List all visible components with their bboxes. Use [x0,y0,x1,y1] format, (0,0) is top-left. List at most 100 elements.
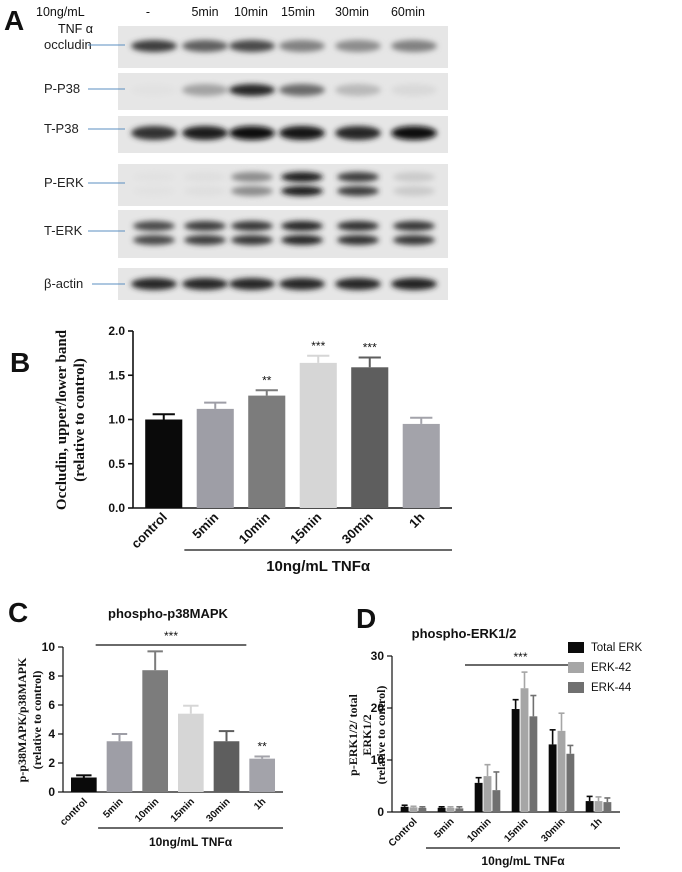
blot-label: P-P38 [44,81,80,96]
y-tick-label: 20 [371,701,385,715]
blot-band [391,40,437,52]
x-category-label: 15min [502,816,530,844]
bar-10min [142,670,169,792]
blot-band-lower [337,186,379,196]
blot-band [131,126,177,140]
blot-band [391,278,437,290]
bar-30min [351,367,389,508]
x-category-label: 30min [539,816,567,844]
blot-band-lower [231,186,273,196]
bar-ERK-44-5min [455,808,464,812]
chart-title: phospho-p38MAPK [108,606,228,621]
panel-a-letter: A [4,5,24,36]
y-axis-title-sub: (relative to control) [72,358,88,482]
y-tick-label: 0.5 [108,457,125,471]
x-category-label: 1h [406,509,427,530]
chart-title: phospho-ERK1/2 [412,626,517,641]
y-tick-label: 10 [371,753,385,767]
blot-band-lower [281,235,323,245]
y-tick-label: 4 [48,727,55,741]
blot-band [131,40,177,52]
bar-ERK-42-15min [520,688,529,812]
bar-ERK-44-30min [566,753,575,812]
blot-band [182,84,228,96]
bar-ERK-42-5min [446,807,455,812]
x-category-label: 1h [589,816,605,832]
lane-label: 15min [281,5,315,19]
bar-Total ERK-5min [437,807,446,812]
blot-band-lower [281,186,323,196]
blot-band-lower [133,235,175,245]
blot-band-lower [337,235,379,245]
blot-band [279,84,325,96]
panel-c-letter: C [8,597,28,628]
y-tick-label: 0 [377,805,384,819]
x-category-label: 30min [204,796,232,824]
bar-Total ERK-15min [511,709,520,812]
x-category-label: 10min [133,796,161,824]
treatment-sub-label: TNF α [58,22,93,36]
bar-15min [299,362,337,508]
x-category-label: 1h [252,796,268,812]
y-tick-label: 2 [48,756,55,770]
blot-band [279,278,325,290]
y-tick-label: 6 [48,698,55,712]
x-category-label: control [58,796,90,828]
bar-ERK-44-10min [492,790,501,812]
blot-band [131,278,177,290]
blot-band [335,278,381,290]
bar-ERK-42-10min [483,776,492,812]
legend-swatch [568,642,584,653]
bar-15min [177,713,204,792]
x-axis-title: 10ng/mL TNFα [149,835,233,849]
bar-control [70,777,97,792]
y-tick-label: 0.0 [108,501,125,515]
blot-band-upper [231,172,273,182]
panel-b-letter: B [10,347,30,378]
blot-band-lower [393,186,435,196]
legend-label: ERK-44 [591,682,632,694]
y-axis-title: p-ERK1/2/ total [346,694,360,776]
x-axis-title: 10ng/mL TNFα [481,854,565,868]
blot-5: β-actin [44,268,448,300]
x-category-label: 15min [169,796,197,824]
lane-label: 5min [191,5,218,19]
x-category-label: 5min [189,509,221,541]
y-tick-label: 0 [48,785,55,799]
lane-label: 10min [234,5,268,19]
bar-ERK-44-Control [418,807,427,812]
blot-background [118,164,448,206]
x-category-label: 30min [339,509,376,546]
x-category-label: 10min [465,816,493,844]
significance-label: *** [311,339,325,353]
x-category-label: control [128,510,170,552]
x-category-label: Control [387,816,420,849]
bar-30min [213,741,240,792]
blot-band [391,84,437,96]
blot-1: P-P38 [44,73,448,110]
x-axis-title: 10ng/mL TNFα [266,558,371,575]
blot-band [229,40,275,52]
blot-band [182,278,228,290]
blot-band [229,278,275,290]
blot-label: P-ERK [44,175,84,190]
legend-label: ERK-42 [591,662,631,674]
blot-band-upper [133,221,175,231]
blot-background [118,210,448,258]
blot-band [279,126,325,140]
blot-band [279,40,325,52]
chart-c: 0 2 4 6 8 10 control 5min 10min 15min 30min ** 1h 10n… [15,606,283,849]
blot-band-upper [281,172,323,182]
bar-ERK-42-30min [557,730,566,812]
bar-Total ERK-Control [400,806,409,812]
blot-label: T-ERK [44,223,83,238]
bar-ERK-44-15min [529,716,538,812]
blot-band [229,126,275,140]
bar-ERK-42-1h [594,801,603,812]
blot-band [229,84,275,96]
blot-band [391,126,437,140]
blot-3: P-ERK [44,164,448,206]
x-category-label: 10min [236,509,273,546]
blot-4: T-ERK [44,210,448,258]
y-axis-title: Occludin, upper/lower band [54,329,70,510]
